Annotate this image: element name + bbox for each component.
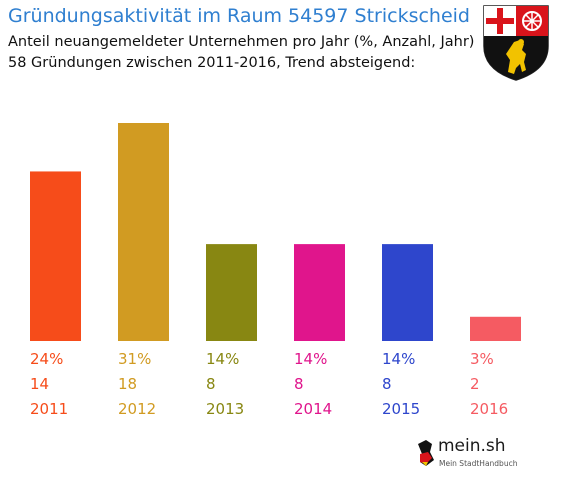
rheinland-pfalz-coat-of-arms-icon <box>483 5 549 81</box>
mein-sh-logo <box>412 432 524 474</box>
percent-label-2013: 14% <box>206 350 239 368</box>
percent-label-2011: 24% <box>30 350 63 368</box>
year-label-2013: 2013 <box>206 400 244 418</box>
count-label-2015: 8 <box>382 375 392 393</box>
chart-title: Gründungsaktivität im Raum 54597 Stricks… <box>8 5 470 27</box>
percent-label-2015: 14% <box>382 350 415 368</box>
year-label-2014: 2014 <box>294 400 332 418</box>
year-label-2015: 2015 <box>382 400 420 418</box>
count-label-2012: 18 <box>118 375 137 393</box>
percent-label-2014: 14% <box>294 350 327 368</box>
chart-subtitle-line-2: 58 Gründungen zwischen 2011-2016, Trend … <box>8 55 416 71</box>
bar-2015 <box>382 244 433 341</box>
year-label-2012: 2012 <box>118 400 156 418</box>
percent-label-2012: 31% <box>118 350 151 368</box>
logo-name: mein.sh <box>438 436 506 456</box>
bar-2011 <box>30 171 81 341</box>
percent-label-2016: 3% <box>470 350 494 368</box>
count-label-2014: 8 <box>294 375 304 393</box>
logo-tagline: Mein StadtHandbuch <box>439 459 518 468</box>
count-label-2011: 14 <box>30 375 49 393</box>
bar-2014 <box>294 244 345 341</box>
year-label-2016: 2016 <box>470 400 508 418</box>
count-label-2016: 2 <box>470 375 480 393</box>
chart-subtitle-line-1: Anteil neuangemeldeter Unternehmen pro J… <box>8 34 475 50</box>
bar-2013 <box>206 244 257 341</box>
bar-2012 <box>118 123 169 341</box>
count-label-2013: 8 <box>206 375 216 393</box>
year-label-2011: 2011 <box>30 400 68 418</box>
bar-2016 <box>470 316 521 341</box>
